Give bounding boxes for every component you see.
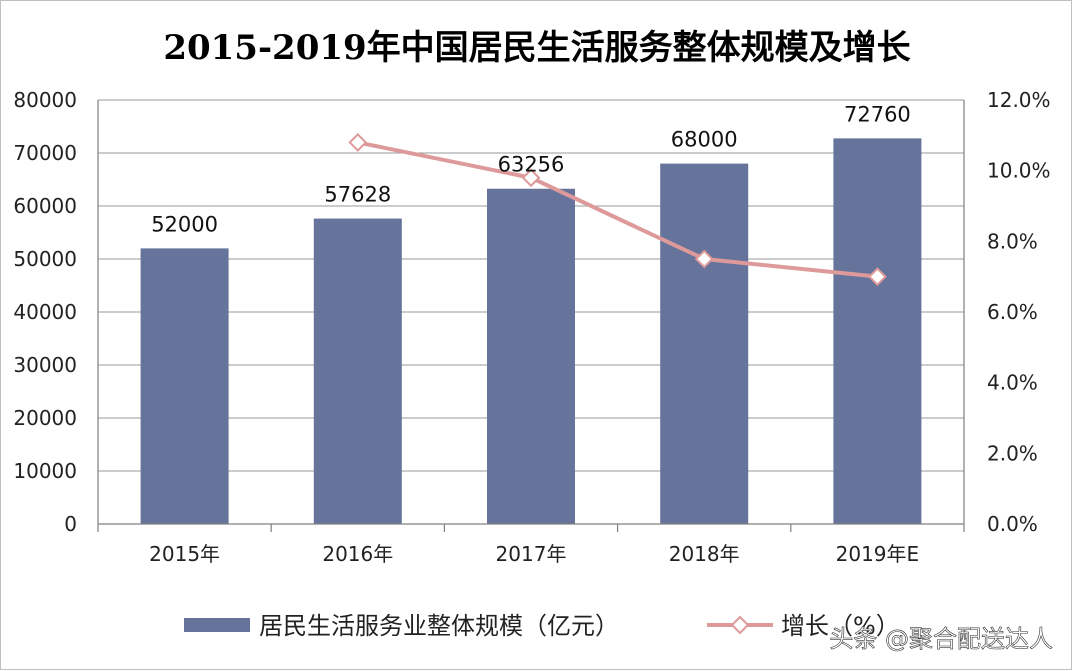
- bar: [660, 163, 749, 524]
- growth-marker: [348, 132, 368, 152]
- legend-label-line: 增长（%）: [781, 612, 900, 640]
- y-right-tick-label: 12.0%: [987, 88, 1051, 112]
- bar-value-label: 57628: [324, 183, 391, 207]
- y-left-tick-label: 30000: [13, 353, 77, 377]
- y-left-tick-label: 70000: [13, 141, 77, 165]
- y-left-tick-label: 40000: [13, 300, 77, 324]
- bar: [313, 218, 402, 524]
- bar-value-label: 52000: [151, 212, 218, 236]
- growth-line: [357, 140, 878, 279]
- growth-marker: [694, 249, 714, 269]
- chart-title: 2015-2019年中国居民生活服务整体规模及增长: [163, 28, 910, 68]
- data-labels: 52000 57628 63256 68000 72760: [151, 102, 911, 236]
- bar: [833, 138, 922, 524]
- x-tick-label: 2017年: [496, 542, 567, 566]
- y-left-tick-label: 50000: [13, 247, 77, 271]
- legend-label-bar: 居民生活服务业整体规模（亿元）: [259, 612, 619, 640]
- y-left-tick-label: 0: [64, 512, 77, 536]
- bar-series: [140, 138, 922, 524]
- bar: [140, 248, 229, 524]
- axes: 0 10000 20000 30000 40000 50000 60000 70000 8000…: [13, 88, 1050, 566]
- x-tick-label: 2018年: [669, 542, 740, 566]
- growth-line-series: [348, 132, 887, 287]
- y-left-tick-label: 80000: [13, 88, 77, 112]
- growth-marker: [521, 168, 541, 188]
- bar-value-label: 72760: [844, 102, 911, 126]
- y-right-tick-label: 0.0%: [987, 512, 1038, 536]
- legend-swatch-marker: [730, 615, 750, 635]
- bar-value-label: 68000: [671, 128, 738, 152]
- y-right-tick-label: 8.0%: [987, 229, 1038, 253]
- watermark: 头条 @聚合配送达人: [829, 625, 1053, 653]
- legend-swatch-bar: [184, 618, 250, 632]
- growth-marker: [867, 267, 887, 287]
- y-right-tick-label: 10.0%: [987, 159, 1051, 183]
- x-tick-label: 2015年: [149, 542, 220, 566]
- y-left-tick-label: 10000: [13, 459, 77, 483]
- bar-value-label: 63256: [498, 153, 565, 177]
- y-left-tick-label: 20000: [13, 406, 77, 430]
- y-right-tick-label: 4.0%: [987, 371, 1038, 395]
- y-left-tick-label: 60000: [13, 194, 77, 218]
- x-tick-label: 2019年E: [836, 542, 920, 566]
- y-right-tick-label: 6.0%: [987, 300, 1038, 324]
- bar: [487, 188, 575, 524]
- y-right-tick-label: 2.0%: [987, 441, 1038, 465]
- legend: 居民生活服务业整体规模（亿元） 增长（%）: [184, 612, 900, 640]
- x-tick-label: 2016年: [322, 542, 393, 566]
